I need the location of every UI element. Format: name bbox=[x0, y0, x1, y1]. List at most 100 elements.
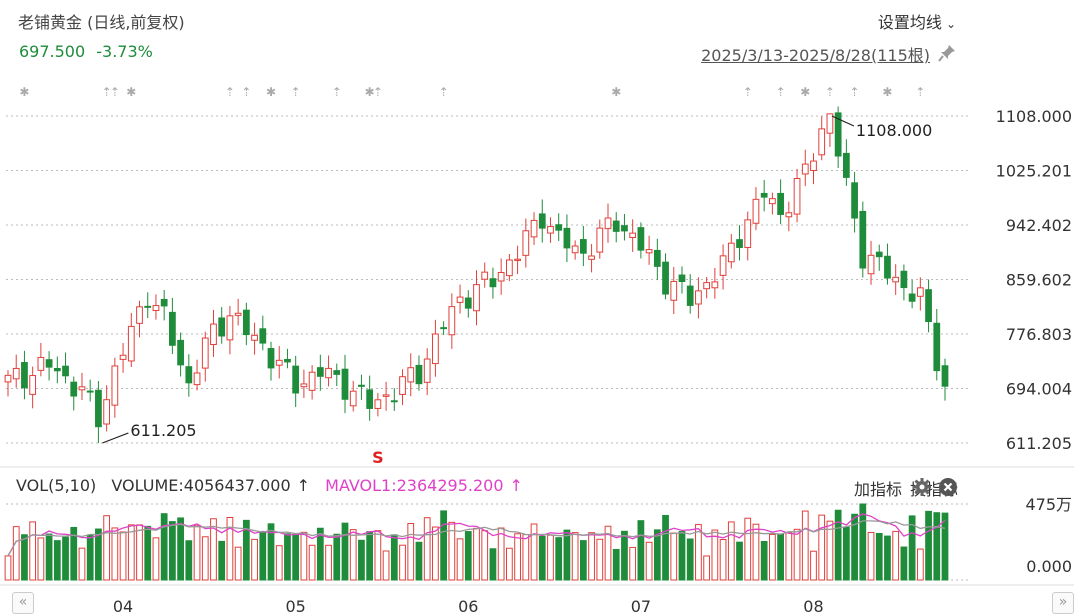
candle-body bbox=[29, 375, 37, 395]
candle-body bbox=[571, 245, 579, 254]
volume-bar bbox=[769, 533, 776, 581]
volume-bar bbox=[760, 540, 768, 581]
volume-bar bbox=[300, 531, 308, 581]
candle-body bbox=[908, 293, 916, 302]
price-tick-label: 1025.201 bbox=[996, 161, 1072, 180]
candle-body bbox=[925, 289, 932, 323]
volume-bar bbox=[4, 555, 12, 581]
volume-bar bbox=[826, 520, 834, 581]
candle-body bbox=[662, 261, 669, 295]
volume-bar bbox=[653, 529, 661, 581]
volume-bar bbox=[489, 548, 497, 581]
candle-body bbox=[579, 239, 587, 254]
volume-bar bbox=[169, 521, 176, 581]
candle-body bbox=[358, 384, 365, 387]
event-marker-icon: ✱ bbox=[882, 85, 892, 99]
candle-body bbox=[481, 271, 489, 280]
candle-body bbox=[563, 227, 571, 249]
candle-body bbox=[555, 224, 563, 231]
candle-body bbox=[70, 381, 78, 397]
volume-bar bbox=[185, 540, 193, 581]
volume-bar bbox=[103, 515, 111, 581]
add-indicator-button[interactable]: 加指标 bbox=[853, 480, 902, 499]
candle-body bbox=[4, 374, 12, 383]
volume-value: VOLUME:4056437.000 bbox=[111, 476, 291, 495]
volume-bar bbox=[95, 528, 102, 581]
date-range-link[interactable]: 2025/3/13-2025/8/28(115根) bbox=[701, 46, 930, 65]
volume-bar bbox=[292, 534, 300, 581]
set-ma-button[interactable]: 设置均线 ⌄ bbox=[878, 9, 956, 33]
candle-body bbox=[316, 367, 324, 377]
price-change: -3.73% bbox=[96, 42, 153, 61]
time-axis: 04 05 06 07 08 bbox=[113, 597, 824, 615]
volume-bar bbox=[53, 540, 61, 581]
volume-bar bbox=[752, 523, 760, 581]
max-arrow bbox=[831, 115, 855, 127]
volume-bar bbox=[399, 544, 406, 581]
volume-bar bbox=[448, 521, 456, 581]
candle-body bbox=[547, 226, 554, 234]
volume-bar bbox=[506, 547, 513, 581]
volume-bar bbox=[900, 546, 908, 581]
event-marker-icon: ⇡ bbox=[291, 85, 301, 99]
volume-bar bbox=[563, 529, 571, 581]
pin-icon[interactable] bbox=[938, 44, 956, 62]
candle-body bbox=[801, 163, 809, 175]
current-price: 697.500 bbox=[19, 42, 86, 61]
candle-body bbox=[851, 182, 858, 219]
candle-body bbox=[152, 305, 160, 312]
volume-bar bbox=[744, 517, 752, 581]
volume-bar bbox=[415, 541, 423, 581]
candle-body bbox=[78, 386, 86, 391]
volume-bar bbox=[629, 546, 637, 581]
candle-body bbox=[333, 370, 341, 375]
scroll-left-button[interactable]: « bbox=[12, 592, 34, 614]
vol-label: VOL(5,10) bbox=[16, 476, 97, 495]
volume-bar bbox=[423, 517, 431, 581]
volume-bar bbox=[456, 538, 464, 581]
candle-body bbox=[111, 365, 119, 406]
volume-bar bbox=[333, 533, 341, 581]
volume-bar bbox=[785, 531, 793, 581]
time-tick-label: 05 bbox=[285, 597, 305, 615]
volume-bar bbox=[621, 530, 628, 581]
candle-body bbox=[818, 128, 826, 156]
volume-bar bbox=[867, 531, 875, 581]
volume-bar bbox=[341, 522, 349, 581]
candle-body bbox=[612, 220, 620, 232]
gear-icon[interactable] bbox=[912, 477, 932, 497]
volume-bar bbox=[111, 527, 119, 581]
volume-max-label: 475万 bbox=[1025, 495, 1072, 514]
candle-body bbox=[325, 367, 332, 379]
candle-body bbox=[366, 389, 374, 409]
candle-body bbox=[119, 354, 127, 360]
stock-title: 老铺黄金 (日线,前复权) bbox=[18, 13, 185, 32]
volume-bar bbox=[275, 545, 283, 581]
event-marker-icon: ⇡ bbox=[102, 85, 112, 99]
event-marker-icon: ⇡ bbox=[332, 85, 342, 99]
volume-bar bbox=[645, 541, 653, 581]
candle-body bbox=[382, 394, 390, 397]
event-marker-icon: ⇡ bbox=[825, 85, 835, 99]
candle-body bbox=[349, 390, 357, 407]
candle-body bbox=[21, 362, 28, 389]
volume-bar bbox=[810, 550, 817, 581]
candle-body bbox=[867, 254, 875, 275]
volume-bar bbox=[908, 515, 916, 581]
candle-body bbox=[892, 276, 900, 283]
volume-bar bbox=[612, 548, 620, 581]
scroll-right-button[interactable]: » bbox=[1052, 592, 1074, 614]
candle-body bbox=[916, 287, 924, 297]
candle-body bbox=[678, 274, 686, 283]
event-marker-icon: ⇡ bbox=[743, 85, 753, 99]
volume-bar bbox=[464, 531, 472, 581]
volume-ma-lines bbox=[7, 513, 946, 557]
close-icon[interactable] bbox=[938, 477, 958, 497]
volume-bar bbox=[374, 530, 382, 581]
volume-bar bbox=[226, 516, 234, 581]
candle-body bbox=[86, 390, 94, 393]
volume-zero-label: 0.000 bbox=[1026, 557, 1072, 576]
candle-body bbox=[793, 178, 801, 215]
candle-body bbox=[588, 255, 595, 260]
